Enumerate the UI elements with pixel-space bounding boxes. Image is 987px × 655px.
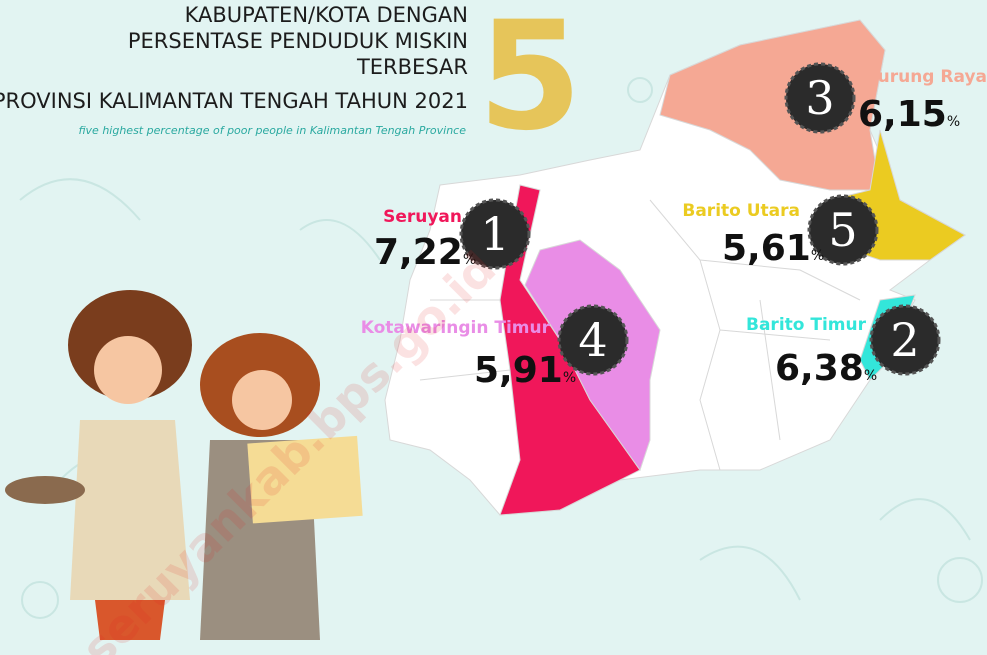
region-value: 6,38% — [775, 348, 877, 389]
rank-number: 3 — [805, 71, 834, 125]
title-line: PROVINSI KALIMANTAN TENGAH TAHUN 2021 — [0, 89, 468, 113]
title-line: TERBESAR — [356, 55, 468, 79]
title-line: KABUPATEN/KOTA DENGAN — [185, 3, 468, 27]
value-number: 5,91 — [474, 350, 563, 391]
region-value: 5,61% — [722, 228, 824, 269]
value-unit: % — [864, 368, 877, 384]
value-unit: % — [563, 370, 576, 386]
infographic: KABUPATEN/KOTA DENGAN PERSENTASE PENDUDU… — [0, 0, 987, 655]
value-unit: % — [947, 114, 960, 130]
value-number: 6,38 — [775, 348, 864, 389]
value-number: 5,61 — [722, 228, 811, 269]
big-number: 5 — [478, 0, 582, 164]
rank-number: 1 — [480, 207, 509, 261]
region-name: Murung Raya — [861, 67, 987, 87]
page: KABUPATEN/KOTA DENGAN PERSENTASE PENDUDU… — [0, 0, 987, 655]
title-line: PERSENTASE PENDUDUK MISKIN — [128, 29, 468, 53]
region-name: Seruyan — [383, 207, 462, 227]
rank-number: 2 — [890, 313, 919, 367]
rank-number: 5 — [828, 203, 857, 257]
value-number: 6,15 — [858, 94, 947, 135]
subtitle: five highest percentage of poor people i… — [78, 124, 466, 137]
value-unit: % — [811, 248, 824, 264]
rank-number: 4 — [578, 313, 607, 367]
region-name: Barito Timur — [746, 315, 867, 335]
region-name: Barito Utara — [682, 201, 800, 221]
region-value: 5,91% — [474, 350, 576, 391]
region-value: 6,15% — [858, 94, 960, 135]
